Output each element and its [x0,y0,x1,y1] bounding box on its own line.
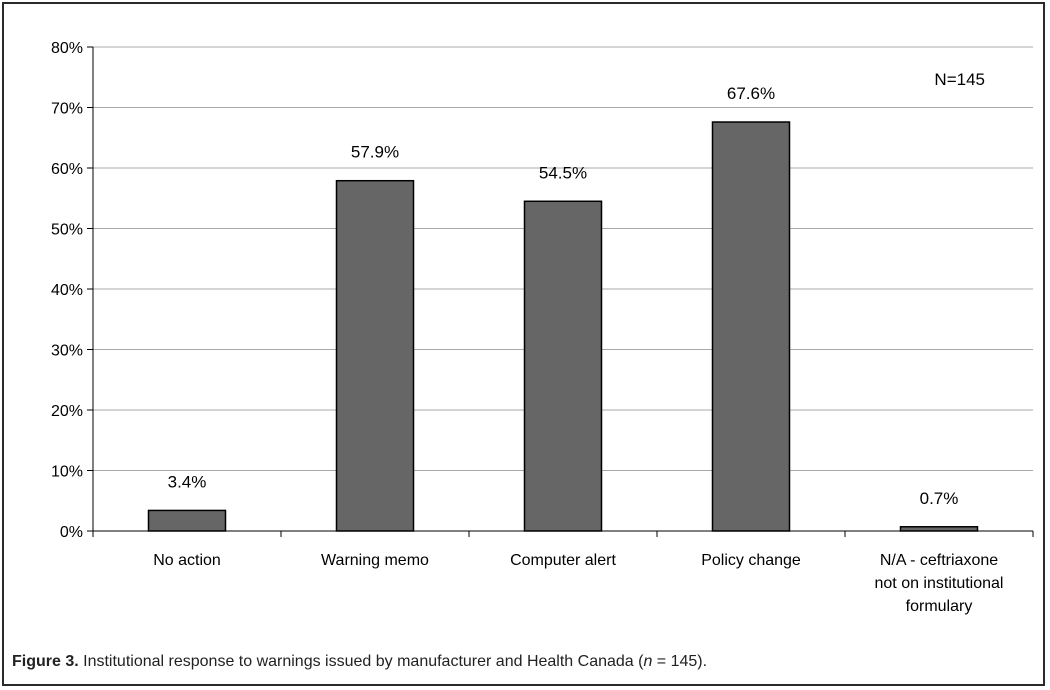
sample-size-annotation: N=145 [934,70,985,89]
category-label: N/A - ceftriaxone [880,552,998,569]
data-label: 0.7% [920,489,959,508]
category-label: formulary [906,598,973,615]
y-tick-label: 80% [51,40,83,57]
y-tick-label: 30% [51,343,83,360]
caption-figure-label: Figure 3. [12,653,79,670]
y-tick-label: 50% [51,222,83,239]
bar [523,200,603,532]
data-label: 3.4% [168,472,207,491]
category-label: Policy change [701,552,801,569]
category-label: No action [153,552,221,569]
data-label: 57.9% [351,143,399,162]
y-tick-label: 70% [51,101,83,118]
caption-text-before: Institutional response to warnings issue… [78,653,644,670]
y-tick-label: 40% [51,282,83,299]
y-tick-label: 60% [51,161,83,178]
bar [147,509,227,532]
y-tick-label: 0% [60,524,83,541]
bar-chart: 0% 10% 20% 30% 40% 50% 60% 70% 80% 3.4% No action 5… [51,40,1034,615]
labels: 0% 10% 20% 30% 40% 50% 60% 70% 80% 3.4% No action 5… [51,40,1004,615]
category-label: not on institutional [875,575,1004,592]
bars [147,121,979,532]
category-label: Warning memo [321,552,429,569]
y-tick-label: 20% [51,403,83,420]
caption-text-after: = 145). [652,653,708,670]
bar [899,526,979,532]
y-tick-label: 10% [51,464,83,481]
caption-n-symbol: n [643,653,653,670]
bar [335,179,415,532]
data-label: 54.5% [539,163,587,182]
data-label: 67.6% [727,84,775,103]
bar [711,121,791,532]
figure-caption: Figure 3. Institutional response to warn… [12,653,707,671]
category-label: Computer alert [510,552,616,569]
